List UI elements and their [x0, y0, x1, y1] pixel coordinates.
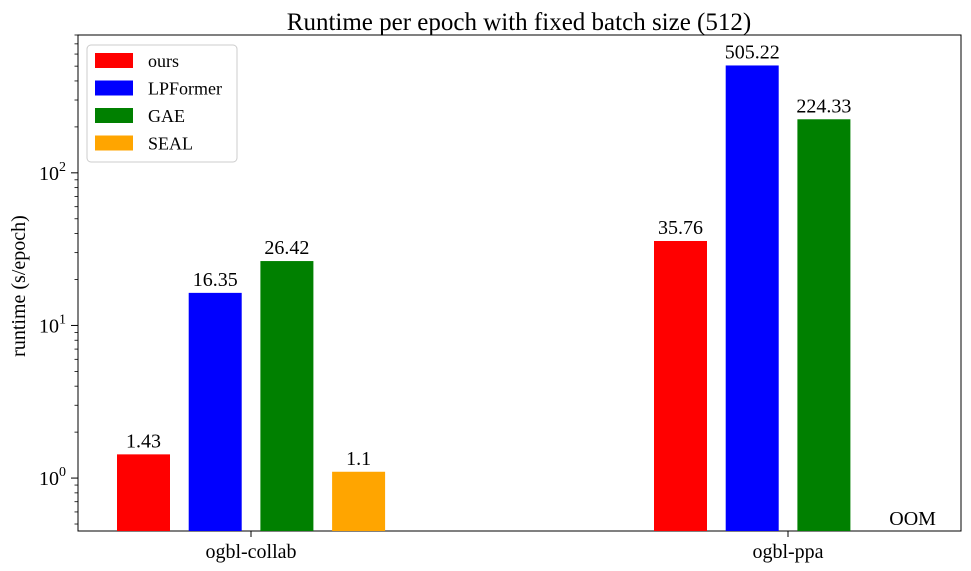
data-label: 1.43 [126, 430, 161, 452]
legend-box [86, 44, 238, 163]
x-tick-label: ogbl-ppa [752, 541, 823, 563]
legend-label: GAE [148, 106, 185, 126]
y-tick-label: 100 [39, 465, 66, 490]
y-tick-exponent: 0 [59, 465, 66, 480]
legend-swatch-ours [95, 53, 133, 68]
legend-label: LPFormer [148, 79, 222, 99]
bar-gae-ogbl-collab [260, 261, 314, 531]
y-tick-exponent: 2 [59, 160, 66, 175]
legend-label: SEAL [148, 134, 193, 154]
y-tick-base: 10 [39, 315, 59, 337]
bar-seal-ogbl-collab [332, 471, 386, 531]
legend-swatch-seal [95, 135, 133, 151]
legend-swatch-lpformer [95, 80, 133, 96]
plot-area: 100101102ogbl-collab1.4316.3526.421.1ogb… [39, 34, 962, 563]
data-label: 224.33 [796, 95, 851, 117]
data-label: 26.42 [264, 237, 309, 259]
legend: ours LPFormer GAE SEAL [86, 44, 238, 163]
bar-ours-ogbl-collab [117, 454, 170, 531]
chart-title: Runtime per epoch with fixed batch size … [287, 9, 751, 36]
y-tick-base: 10 [39, 468, 59, 490]
bar-ours-ogbl-ppa [654, 240, 707, 531]
y-tick-exponent: 1 [59, 312, 66, 327]
y-axis-label: runtime (s/epoch) [8, 215, 30, 357]
y-tick-label: 102 [39, 160, 66, 185]
bar-lpformer-ogbl-collab [188, 292, 242, 531]
plot-frame [77, 34, 962, 532]
data-label: 505.22 [725, 41, 780, 63]
oom-label: OOM [889, 508, 936, 530]
y-tick-label: 101 [39, 312, 66, 337]
legend-swatch-gae [95, 108, 133, 123]
bar-lpformer-ogbl-ppa [725, 65, 779, 531]
bar-gae-ogbl-ppa [797, 119, 851, 531]
x-tick-label: ogbl-collab [205, 541, 296, 563]
data-label: 1.1 [346, 448, 371, 470]
data-label: 16.35 [193, 269, 238, 291]
data-label: 35.76 [658, 217, 703, 239]
legend-label: ours [148, 51, 179, 71]
y-tick-base: 10 [39, 163, 59, 185]
